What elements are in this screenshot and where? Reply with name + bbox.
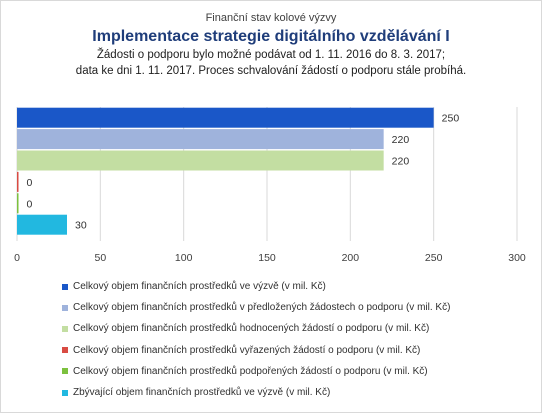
x-tick-label: 100: [175, 252, 193, 264]
legend-label: Celkový objem finančních prostředků vyřa…: [73, 344, 421, 356]
x-tick-label: 50: [94, 252, 106, 264]
x-tick-label: 0: [14, 252, 20, 264]
data-label: 0: [27, 198, 33, 210]
data-label: 250: [442, 113, 460, 125]
x-tick-label: 150: [258, 252, 276, 264]
bar-6: [17, 214, 67, 235]
legend-label: Zbývající objem finančních prostředků ve…: [73, 387, 331, 399]
bar-3: [17, 150, 384, 171]
data-label: 30: [75, 220, 87, 232]
legend-label: Celkový objem finančních prostředků podp…: [73, 365, 428, 377]
legend-swatch: [62, 368, 68, 375]
chart-subtitle-line-2: data ke dni 1. 11. 2017. Proces schvalov…: [75, 65, 467, 77]
chart-title: Implementace strategie digitálního vzděl…: [92, 28, 450, 45]
chart-supertitle: Finanční stav kolové výzvy: [205, 12, 337, 24]
data-label: 220: [392, 156, 410, 168]
legend-item: Celkový objem finančních prostředků ve v…: [62, 276, 532, 297]
legend-item: Celkový objem finančních prostředků podp…: [62, 361, 532, 382]
x-tick-label: 300: [508, 252, 526, 264]
bar-2: [17, 129, 384, 150]
legend-swatch: [62, 389, 68, 396]
data-label: 0: [27, 177, 33, 189]
legend-label: Celkový objem finančních prostředků v př…: [73, 302, 451, 314]
legend-swatch: [62, 304, 68, 311]
bar-1: [17, 107, 434, 128]
legend-item: Celkový objem finančních prostředků vyřa…: [62, 340, 532, 361]
x-tick-label: 200: [342, 252, 360, 264]
chart-legend: Celkový objem finančních prostředků ve v…: [62, 276, 532, 403]
bar-5: [17, 193, 19, 214]
legend-swatch: [62, 347, 68, 354]
legend-swatch: [62, 325, 68, 332]
legend-item: Celkový objem finančních prostředků v př…: [62, 297, 532, 318]
data-label: 220: [392, 134, 410, 146]
legend-item: Zbývající objem finančních prostředků ve…: [62, 382, 532, 403]
x-tick-label: 250: [425, 252, 443, 264]
bar-4: [17, 171, 19, 192]
legend-swatch: [62, 283, 68, 290]
legend-label: Celkový objem finančních prostředků hodn…: [73, 323, 430, 335]
chart-header: Finanční stav kolové výzvy Implementace …: [0, 11, 542, 79]
legend-item: Celkový objem finančních prostředků hodn…: [62, 318, 532, 339]
chart-subtitle-line-1: Žádosti o podporu bylo možné podávat od …: [96, 49, 446, 61]
legend-label: Celkový objem finančních prostředků ve v…: [73, 281, 326, 293]
